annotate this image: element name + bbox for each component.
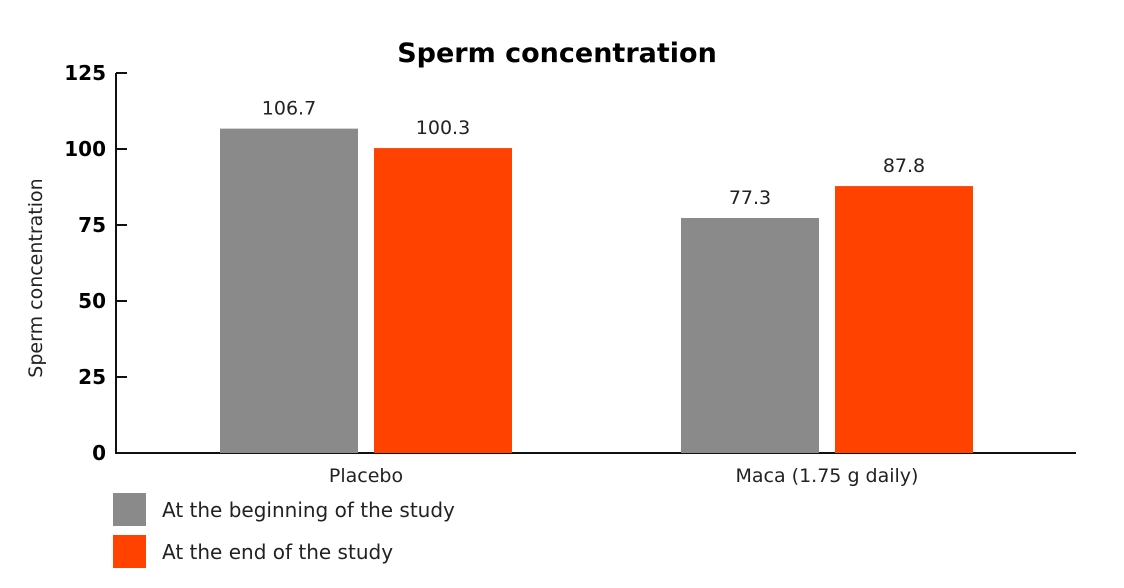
bar	[681, 218, 819, 453]
y-tick-label: 50	[78, 289, 106, 313]
bar	[220, 128, 358, 453]
data-label: 100.3	[416, 117, 470, 139]
bar	[374, 148, 512, 453]
x-tick-label: Maca (1.75 g daily)	[736, 465, 919, 487]
data-label: 77.3	[729, 187, 771, 209]
y-axis-label: Sperm concentration	[25, 178, 47, 377]
data-label: 106.7	[262, 98, 316, 120]
legend-swatch	[113, 535, 146, 568]
y-tick-label: 75	[78, 213, 106, 237]
y-tick-label: 0	[92, 441, 106, 465]
bar	[835, 186, 973, 453]
legend-label: At the beginning of the study	[162, 498, 455, 522]
data-label: 87.8	[883, 155, 925, 177]
y-tick-label: 125	[64, 61, 106, 85]
legend-label: At the end of the study	[162, 540, 393, 564]
y-tick-label: 100	[64, 137, 106, 161]
legend-swatch	[113, 493, 146, 526]
chart-title: Sperm concentration	[397, 38, 717, 69]
x-tick-label: Placebo	[329, 465, 403, 487]
y-tick-label: 25	[78, 365, 106, 389]
